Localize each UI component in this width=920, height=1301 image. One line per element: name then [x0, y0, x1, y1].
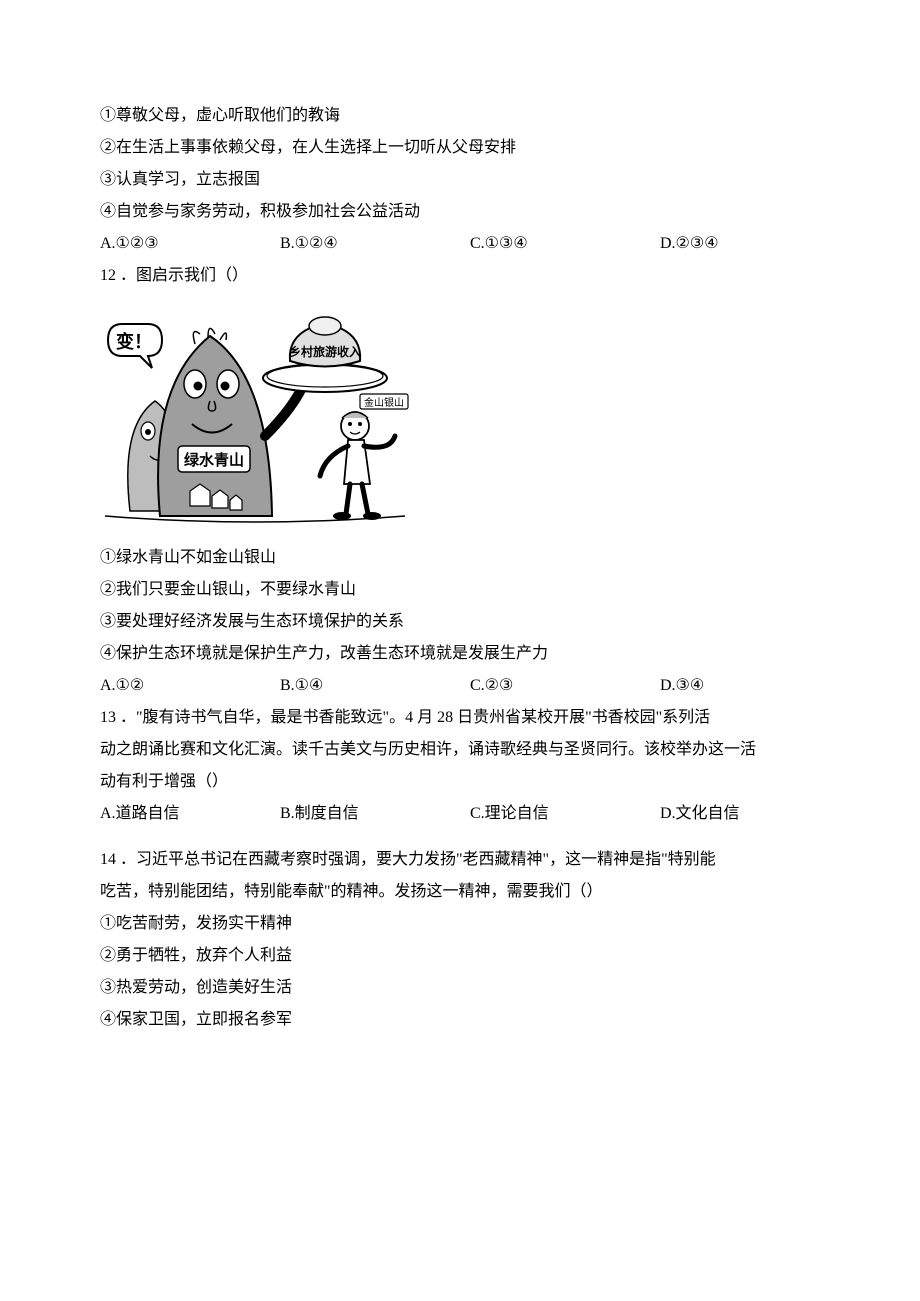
q11-statement-3: ③认真学习，立志报国: [100, 164, 820, 196]
q14-statement-2: ②勇于牺牲，放弃个人利益: [100, 940, 820, 972]
q12-figure-svg: 绿水青山 乡村旅游收入 变！ 金山银山: [100, 306, 410, 532]
q11-option-b[interactable]: B.①②④: [280, 228, 470, 260]
q12-option-b[interactable]: B.①④: [280, 670, 470, 702]
q12-figure-plate-label: 乡村旅游收入: [289, 344, 361, 359]
q13-option-a[interactable]: A.道路自信: [100, 798, 280, 830]
q11-option-d[interactable]: D.②③④: [660, 228, 719, 260]
q14-statement-3: ③热爱劳动，创造美好生活: [100, 972, 820, 1004]
q12-statement-1: ①绿水青山不如金山银山: [100, 542, 820, 574]
q13-option-b[interactable]: B.制度自信: [280, 798, 470, 830]
q13-option-c[interactable]: C.理论自信: [470, 798, 660, 830]
q11-statement-1: ①尊敬父母，虚心听取他们的教诲: [100, 100, 820, 132]
spacer: [100, 830, 820, 844]
q13-stem-line-2: 动之朗诵比赛和文化汇演。读千古美文与历史相许，诵诗歌经典与圣贤同行。该校举办这一…: [100, 734, 820, 766]
q12-statement-4: ④保护生态环境就是保护生产力，改善生态环境就是发展生产力: [100, 638, 820, 670]
q12-figure-mountain-label: 绿水青山: [184, 451, 244, 469]
q11-option-a[interactable]: A.①②③: [100, 228, 280, 260]
q12-figure: 绿水青山 乡村旅游收入 变！ 金山银山: [100, 306, 820, 532]
q13-stem-line-1: 13 ．"腹有诗书气自华，最是书香能致远"。4 月 28 日贵州省某校开展"书香…: [100, 702, 820, 734]
q12-option-a[interactable]: A.①②: [100, 670, 280, 702]
q13-stem-line-3: 动有利于增强（）: [100, 766, 820, 798]
q14-statement-4: ④保家卫国，立即报名参军: [100, 1004, 820, 1036]
q13-option-d[interactable]: D.文化自信: [660, 798, 740, 830]
q11-statement-2: ②在生活上事事依赖父母，在人生选择上一切听从父母安排: [100, 132, 820, 164]
q12-stem: 12 ．图启示我们（）: [100, 260, 820, 292]
q11-option-c[interactable]: C.①③④: [470, 228, 660, 260]
q14-stem-line-2: 吃苦，特别能团结，特别能奉献"的精神。发扬这一精神，需要我们（）: [100, 876, 820, 908]
q12-figure-tag-text: 金山银山: [364, 396, 404, 409]
q12-figure-speech-text: 变！: [116, 331, 152, 352]
q12-options: A.①② B.①④ C.②③ D.③④: [100, 670, 820, 702]
q14-statement-1: ①吃苦耐劳，发扬实干精神: [100, 908, 820, 940]
q14-stem-line-1: 14 ．习近平总书记在西藏考察时强调，要大力发扬"老西藏精神"，这一精神是指"特…: [100, 844, 820, 876]
q11-options: A.①②③ B.①②④ C.①③④ D.②③④: [100, 228, 820, 260]
q12-option-d[interactable]: D.③④: [660, 670, 704, 702]
q11-statement-4: ④自觉参与家务劳动，积极参加社会公益活动: [100, 196, 820, 228]
q12-statement-3: ③要处理好经济发展与生态环境保护的关系: [100, 606, 820, 638]
q13-options: A.道路自信 B.制度自信 C.理论自信 D.文化自信: [100, 798, 820, 830]
q12-statement-2: ②我们只要金山银山，不要绿水青山: [100, 574, 820, 606]
q12-option-c[interactable]: C.②③: [470, 670, 660, 702]
